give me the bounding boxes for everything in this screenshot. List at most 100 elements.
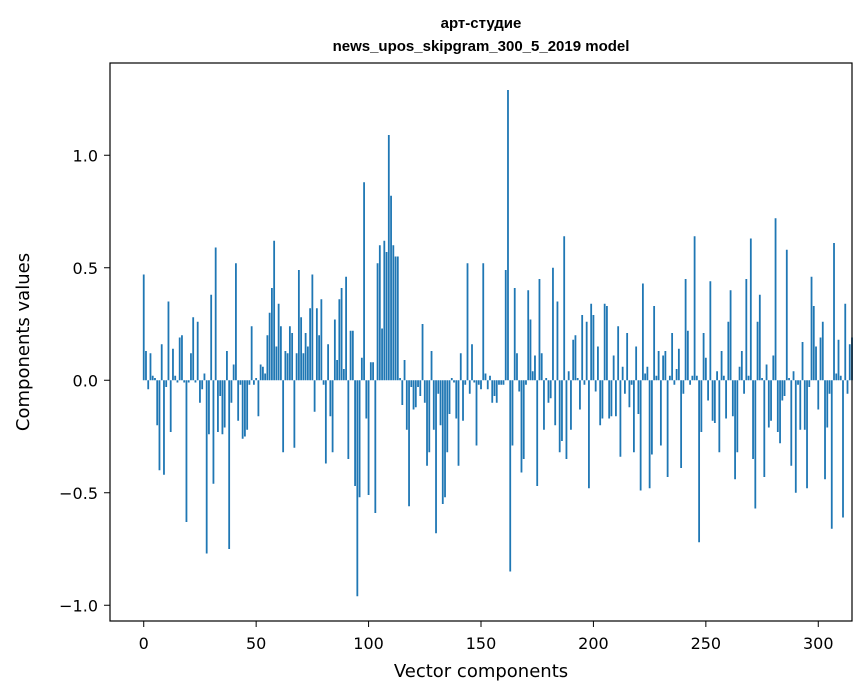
bar <box>408 380 410 507</box>
bar <box>430 351 433 381</box>
bar <box>545 378 548 381</box>
bar <box>374 380 377 513</box>
bar <box>668 375 671 381</box>
bar <box>437 380 440 394</box>
bar <box>311 274 314 381</box>
x-tick-label: 150 <box>466 634 497 653</box>
bar <box>235 263 237 381</box>
bar <box>702 333 705 381</box>
bar <box>606 306 608 381</box>
bar <box>529 319 532 381</box>
bar <box>821 321 824 381</box>
bar <box>709 281 712 381</box>
bar <box>421 324 424 381</box>
bar <box>803 380 806 430</box>
bar <box>181 335 183 381</box>
bar <box>459 353 462 381</box>
bar <box>340 288 343 381</box>
bar <box>655 375 658 381</box>
bar <box>192 317 195 381</box>
x-tick-label: 300 <box>803 634 834 653</box>
bar <box>217 380 219 432</box>
x-tick-label: 0 <box>139 634 149 653</box>
bar <box>738 366 741 381</box>
y-tick-label: −1.0 <box>59 596 98 615</box>
bar <box>772 355 775 381</box>
bar <box>172 348 174 381</box>
bar <box>329 380 332 417</box>
x-tick-label: 100 <box>353 634 384 653</box>
bar <box>154 378 156 381</box>
bar <box>484 373 487 381</box>
bar <box>848 344 851 381</box>
bar <box>725 380 727 419</box>
chart-subtitle: news_upos_skipgram_300_5_2019 model <box>333 38 630 55</box>
bar <box>446 380 449 453</box>
bar <box>684 279 687 381</box>
bar <box>187 380 190 383</box>
bar <box>477 380 480 385</box>
bar <box>385 252 388 381</box>
bar <box>783 380 786 396</box>
bar <box>788 378 790 381</box>
bar <box>399 378 401 381</box>
bar <box>288 326 291 381</box>
bar <box>610 380 613 417</box>
bar <box>812 306 815 381</box>
bar <box>304 333 307 381</box>
bar <box>381 328 383 381</box>
bar <box>302 353 305 381</box>
bar <box>502 380 505 385</box>
bar <box>556 301 559 381</box>
bar <box>444 380 446 498</box>
bar <box>828 380 831 394</box>
bar <box>846 380 849 394</box>
bar <box>410 380 413 387</box>
bar <box>700 380 703 432</box>
y-tick-label: −0.5 <box>59 484 98 503</box>
bar <box>489 375 491 381</box>
bar <box>309 308 312 381</box>
bar <box>363 182 365 381</box>
x-tick-label: 200 <box>578 634 609 653</box>
bar <box>241 380 244 439</box>
bar <box>540 353 543 381</box>
bar <box>824 380 826 480</box>
bars-group <box>142 90 853 597</box>
bar <box>464 380 467 385</box>
bar <box>792 371 795 381</box>
bar <box>174 375 177 381</box>
y-axis-label: Components values <box>13 253 34 431</box>
bar <box>590 303 593 381</box>
bar <box>419 380 422 396</box>
bar <box>520 380 523 473</box>
bar <box>680 380 683 468</box>
bar <box>504 270 507 381</box>
bar <box>617 326 620 381</box>
bar <box>405 380 408 430</box>
bar <box>221 380 224 435</box>
bar <box>345 276 347 381</box>
bar <box>498 380 500 385</box>
bar <box>482 263 485 381</box>
bar <box>266 335 269 381</box>
bar <box>833 243 835 381</box>
bar <box>360 357 363 381</box>
bar <box>282 380 285 453</box>
bar <box>797 380 799 385</box>
bar <box>664 351 667 381</box>
bar <box>246 380 249 430</box>
bar <box>145 351 147 381</box>
bar <box>727 321 730 381</box>
bar <box>729 290 732 381</box>
bar <box>480 380 482 390</box>
bar <box>277 303 280 381</box>
bar <box>149 353 152 381</box>
bar <box>767 380 770 428</box>
bar <box>455 380 458 419</box>
bar <box>412 380 415 410</box>
bar <box>641 283 644 381</box>
bar <box>270 288 273 381</box>
bar <box>507 90 509 381</box>
